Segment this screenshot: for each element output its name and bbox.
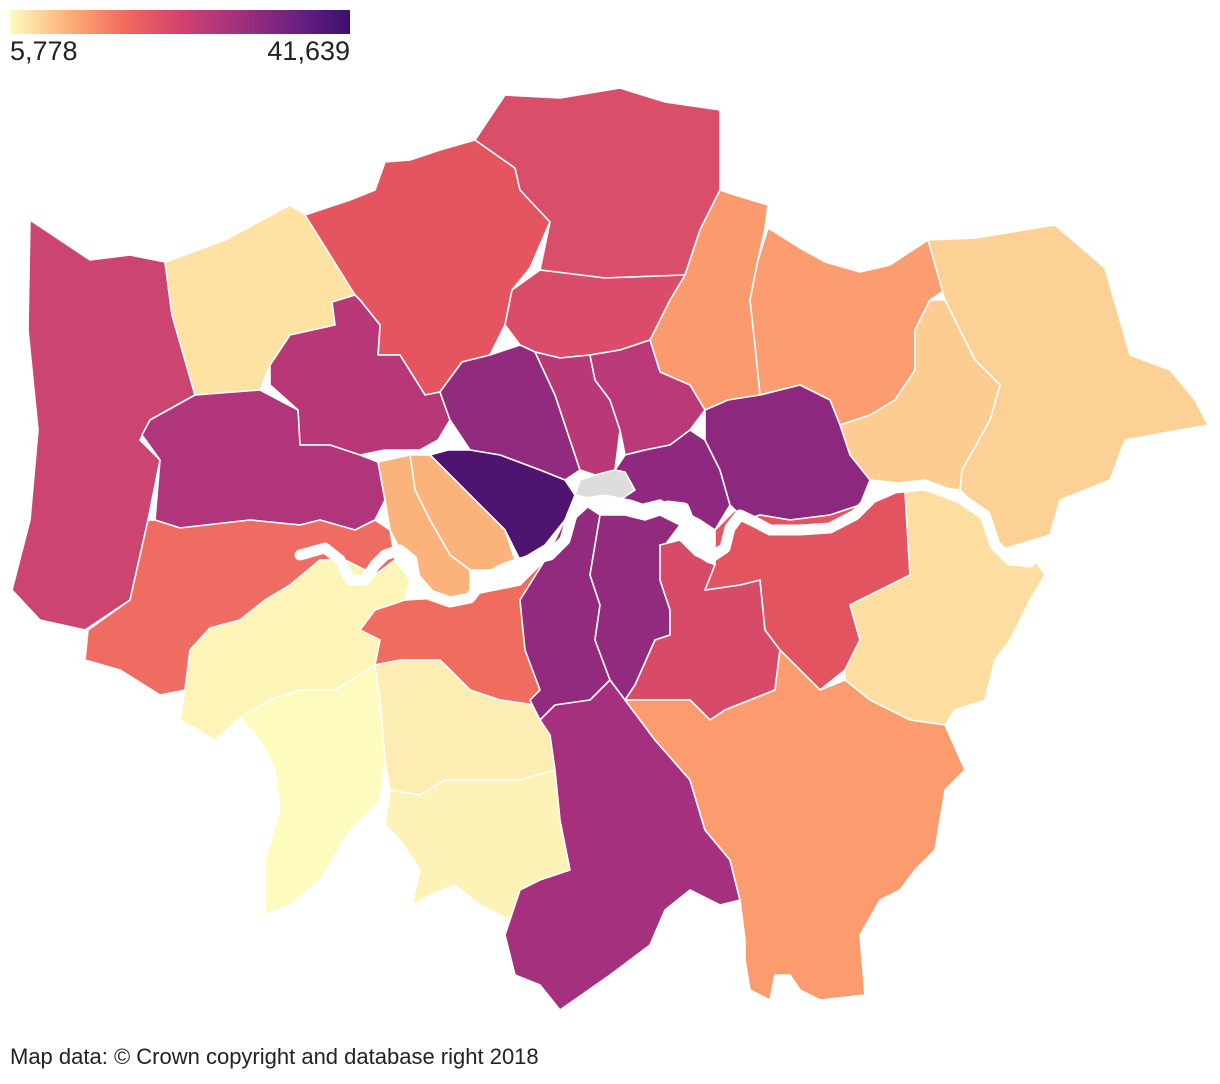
- borough-bromley[interactable]: [624, 649, 966, 1001]
- color-legend: 5,778 41,639: [10, 8, 350, 68]
- legend-color-bar: [10, 10, 350, 34]
- river-thames: [294, 479, 1036, 608]
- borough-islington[interactable]: [534, 351, 621, 476]
- legend-max-label: 41,639: [267, 36, 350, 66]
- attribution-text: Map data: © Crown copyright and database…: [10, 1044, 539, 1069]
- legend-min-label: 5,778: [10, 36, 78, 66]
- borough-kingston[interactable]: [239, 664, 386, 916]
